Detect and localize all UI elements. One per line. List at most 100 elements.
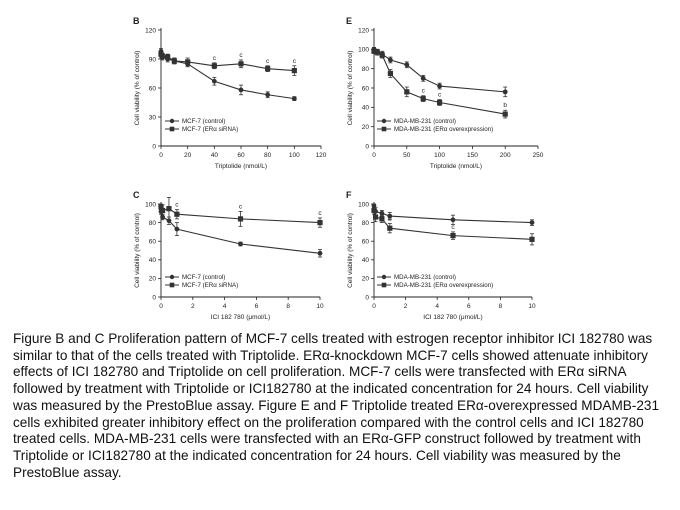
data-point <box>404 89 410 95</box>
significance-label: c <box>451 224 455 231</box>
y-tick-label: 120 <box>145 27 156 34</box>
data-point <box>265 92 271 98</box>
x-tick-label: 8 <box>499 303 503 310</box>
x-axis-title: ICI 182 780 (μmol/L) <box>211 314 270 321</box>
y-axis-title: Cell viability (% of control) <box>347 213 354 288</box>
data-point <box>450 217 456 223</box>
y-tick-label: 20 <box>362 276 370 283</box>
data-point <box>502 89 508 95</box>
x-axis-title: Triptolide (nmol/L) <box>215 163 267 170</box>
significance-label: c <box>175 202 179 209</box>
y-axis-title: Cell viability (% of control) <box>134 213 141 288</box>
y-tick-label: 120 <box>358 27 369 34</box>
legend-marker <box>381 126 387 132</box>
data-point <box>387 225 393 231</box>
y-tick-label: 40 <box>362 257 370 264</box>
legend-marker <box>381 274 387 280</box>
legend-marker <box>169 118 175 124</box>
x-tick-label: 0 <box>159 303 163 310</box>
panel-label: C <box>133 190 140 200</box>
x-tick-label: 120 <box>316 152 327 159</box>
data-point <box>529 236 535 242</box>
data-point <box>238 61 244 67</box>
y-tick-label: 80 <box>362 220 370 227</box>
y-tick-label: 100 <box>145 201 156 208</box>
data-point <box>420 75 426 81</box>
y-tick-label: 100 <box>358 201 369 208</box>
data-point <box>529 220 535 226</box>
x-tick-label: 6 <box>255 303 259 310</box>
y-tick-label: 90 <box>149 56 157 63</box>
x-tick-label: 10 <box>316 303 324 310</box>
legend-label: MCF-7 (control) <box>182 274 225 281</box>
data-point <box>317 250 323 256</box>
y-tick-label: 40 <box>149 257 157 264</box>
legend-label: MCF-7 (ERα siRNA) <box>182 126 238 133</box>
significance-label: b <box>503 102 507 109</box>
legend-label: MDA-MB-231 (ERα overexpression) <box>394 282 493 289</box>
data-point <box>166 206 172 212</box>
legend-label: MDA-MB-231 (control) <box>394 118 456 125</box>
significance-label: c <box>239 52 243 59</box>
x-tick-label: 20 <box>184 152 192 159</box>
data-point <box>379 210 385 216</box>
legend-label: MCF-7 (control) <box>182 118 225 125</box>
data-point <box>371 48 377 54</box>
data-point <box>158 204 164 210</box>
data-point <box>171 58 177 64</box>
y-axis-title: Cell viability (% of control) <box>134 51 141 126</box>
data-point <box>185 59 191 65</box>
significance-label: c <box>266 58 270 65</box>
x-tick-label: 6 <box>467 303 471 310</box>
data-point <box>238 87 244 93</box>
data-point <box>502 111 508 117</box>
data-point <box>387 213 393 219</box>
legend-marker <box>169 274 175 280</box>
x-tick-label: 4 <box>435 303 439 310</box>
x-tick-label: 150 <box>467 152 478 159</box>
x-tick-label: 4 <box>223 303 227 310</box>
x-axis-title: Triptolide (nmol/L) <box>430 163 482 170</box>
x-tick-label: 200 <box>500 152 511 159</box>
data-point <box>372 214 379 220</box>
y-tick-label: 80 <box>149 220 157 227</box>
significance-label: c <box>239 203 243 210</box>
y-tick-label: 80 <box>362 66 370 73</box>
x-tick-label: 2 <box>404 303 408 310</box>
x-tick-label: 8 <box>286 303 290 310</box>
data-point <box>238 241 243 247</box>
significance-label: b <box>388 216 392 223</box>
data-point <box>291 68 297 74</box>
y-tick-label: 20 <box>149 276 157 283</box>
y-tick-label: 0 <box>365 294 369 301</box>
significance-label: c <box>293 58 297 65</box>
panel-label: B <box>133 16 140 26</box>
significance-label: c <box>422 88 426 95</box>
y-axis-title: Cell viability (% of control) <box>347 51 354 126</box>
x-tick-label: 2 <box>191 303 195 310</box>
legend-label: MDA-MB-231 (control) <box>394 274 456 281</box>
y-tick-label: 0 <box>365 143 369 150</box>
y-tick-label: 60 <box>362 239 370 246</box>
data-point <box>237 216 244 222</box>
data-point <box>371 207 377 214</box>
data-point <box>211 78 217 84</box>
figure-caption: Figure B and C Proliferation pattern of … <box>13 331 660 480</box>
data-point <box>174 211 180 217</box>
x-axis-title: ICI 182 780 (μmol/L) <box>423 314 482 321</box>
legend-marker <box>169 282 175 288</box>
significance-label: c <box>438 92 442 99</box>
x-tick-label: 0 <box>372 152 376 159</box>
legend-label: MCF-7 (ERα siRNA) <box>182 282 238 289</box>
y-tick-label: 20 <box>362 124 370 131</box>
data-point <box>374 49 380 55</box>
x-tick-label: 100 <box>289 152 300 159</box>
data-point <box>379 216 385 222</box>
y-tick-label: 0 <box>152 294 156 301</box>
significance-label: c <box>318 210 322 217</box>
data-point <box>420 96 426 102</box>
x-tick-label: 10 <box>528 303 536 310</box>
y-tick-label: 60 <box>362 85 370 92</box>
data-point <box>265 66 271 72</box>
x-tick-label: 50 <box>403 152 411 159</box>
